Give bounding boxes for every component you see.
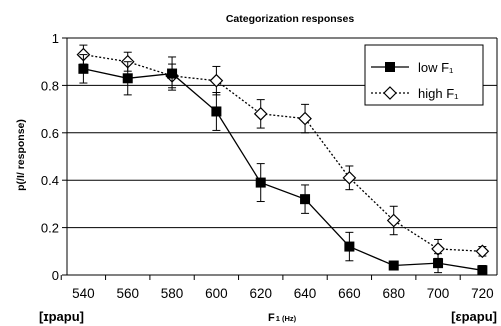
y-tick-label: 1 (52, 31, 59, 46)
series-low-f1 (78, 54, 488, 276)
legend: low F₁ high F₁ (364, 44, 484, 106)
data-point (300, 194, 311, 205)
data-point (167, 68, 178, 79)
legend-label-low: low F₁ (418, 60, 454, 75)
x-axis-label: F1 (Hz) (268, 312, 297, 324)
data-point (433, 258, 444, 269)
data-point (342, 170, 357, 185)
x-tick-labels: 540 560 580 600 620 640 660 680 700 720 (72, 286, 494, 301)
y-tick-label: 0.2 (41, 221, 59, 236)
data-point (122, 73, 133, 84)
legend-marker-high (383, 86, 397, 100)
x-tick-label: 600 (205, 286, 228, 301)
y-tick-label: 0.6 (41, 126, 59, 141)
data-point (78, 63, 89, 74)
legend-label-high: high F₁ (418, 86, 459, 101)
data-point (253, 106, 268, 121)
x-tick-label: 580 (161, 286, 184, 301)
grid-lines (60, 37, 498, 280)
x-tick-label: 620 (249, 286, 272, 301)
data-point (344, 241, 355, 252)
data-point (209, 73, 224, 88)
x-tick-label: 540 (72, 286, 95, 301)
x-tick-label: 560 (116, 286, 139, 301)
y-tick-label: 0 (52, 268, 59, 283)
series-line (83, 68, 483, 271)
endpoint-label-left: [ɪpapu] (39, 309, 84, 324)
x-axis-label-sub: 1 (Hz) (276, 314, 297, 323)
x-tick-label: 680 (382, 286, 405, 301)
data-point (211, 106, 222, 117)
y-tick-labels: 0 0.2 0.4 0.6 0.8 1 (41, 31, 59, 283)
legend-box (364, 44, 484, 106)
x-tick-label: 720 (471, 286, 494, 301)
x-tick-label: 660 (338, 286, 361, 301)
data-point (388, 260, 399, 271)
x-tick-label: 640 (294, 286, 317, 301)
data-point (431, 242, 445, 256)
y-axis-label: p(/I/ response) (15, 119, 27, 191)
chart-title: Categorization responses (226, 13, 355, 25)
series-line (83, 53, 483, 252)
data-point (298, 111, 312, 126)
x-tick-label: 700 (427, 286, 450, 301)
data-point (477, 265, 488, 276)
data-point (255, 177, 266, 188)
data-point (475, 244, 490, 259)
y-tick-label: 0.8 (41, 78, 59, 93)
series-layer (76, 44, 490, 276)
endpoint-label-right: [εpapu] (451, 309, 497, 324)
data-point (386, 213, 401, 228)
legend-marker-low (385, 62, 395, 72)
x-axis-label-main: F (268, 312, 275, 324)
y-tick-label: 0.4 (41, 173, 59, 188)
